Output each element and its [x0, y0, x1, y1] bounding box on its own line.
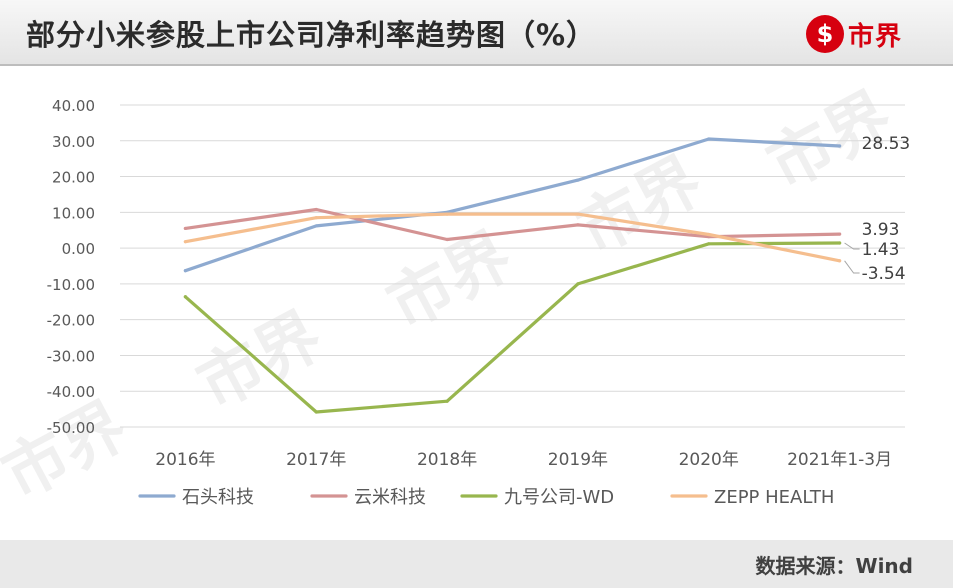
- series-lines: [183, 137, 842, 414]
- data-point: [314, 224, 318, 228]
- x-tick-label: 2021年1-3月: [787, 450, 892, 470]
- logo-text: 市界: [848, 21, 903, 52]
- y-tick-label: 40.00: [52, 97, 95, 115]
- data-point: [576, 223, 580, 227]
- y-tick-label: -30.00: [47, 347, 95, 365]
- x-tick-label: 2020年: [679, 450, 739, 470]
- series-line-3: [183, 212, 842, 263]
- x-axis-ticks: 2016年 2017年 2018年 2019年 2020年 2021年1-3月: [155, 450, 892, 470]
- data-point: [183, 295, 188, 299]
- data-point: [707, 232, 711, 237]
- data-point: [837, 241, 842, 245]
- y-tick-label: -20.00: [47, 312, 95, 330]
- footer-bar: [0, 540, 953, 588]
- watermark-text: 市界: [0, 389, 139, 514]
- series-line-0: [183, 137, 842, 273]
- data-point: [576, 212, 580, 216]
- end-value-label: 1.43: [862, 240, 900, 260]
- x-tick-label: 2016年: [155, 450, 215, 470]
- data-point: [707, 242, 711, 246]
- series-line-2: [183, 241, 842, 414]
- end-value-label: -3.54: [862, 264, 906, 284]
- x-tick-label: 2017年: [286, 450, 346, 470]
- data-point: [183, 240, 188, 244]
- y-tick-label: -40.00: [47, 383, 95, 401]
- chart-title: 部分小米参股上市公司净利率趋势图（%）: [26, 18, 597, 52]
- y-tick-label: 30.00: [52, 133, 95, 151]
- data-point: [837, 232, 842, 236]
- data-point: [837, 259, 842, 263]
- legend-label: 九号公司-WD: [504, 487, 614, 508]
- data-point: [707, 137, 711, 141]
- y-tick-label: 0.00: [62, 240, 95, 258]
- data-point: [183, 226, 188, 231]
- end-value-label: 3.93: [862, 220, 900, 240]
- x-tick-label: 2019年: [548, 450, 608, 470]
- data-point: [576, 178, 580, 182]
- data-point: [314, 207, 318, 212]
- y-axis-ticks: 40.00 30.00 20.00 10.00 0.00 -10.00 -20.00 -30.…: [47, 97, 95, 437]
- data-point: [576, 282, 580, 286]
- y-tick-label: -10.00: [47, 276, 95, 294]
- data-point: [445, 399, 449, 403]
- data-point: [314, 216, 318, 220]
- data-point: [837, 144, 842, 148]
- y-tick-label: 10.00: [52, 204, 95, 222]
- leader-line: [844, 260, 860, 274]
- data-point: [183, 269, 188, 273]
- data-point: [445, 212, 449, 216]
- legend-label: 石头科技: [182, 487, 254, 508]
- data-point: [445, 237, 449, 242]
- data-source: 数据来源：Wind: [755, 554, 913, 578]
- end-value-label: 28.53: [862, 134, 911, 154]
- legend-label: ZEPP HEALTH: [714, 487, 834, 508]
- header-bar: 部分小米参股上市公司净利率趋势图（%） $ 市界: [0, 0, 953, 66]
- series-line-1: [183, 207, 842, 242]
- y-tick-label: 20.00: [52, 169, 95, 187]
- y-tick-label: -50.00: [47, 419, 95, 437]
- x-tick-label: 2018年: [417, 450, 477, 470]
- logo-circle-icon: $: [806, 15, 844, 53]
- end-value-labels: 28.53 3.931.43 -3.54: [844, 134, 911, 284]
- legend-label: 云米科技: [354, 487, 426, 508]
- chart-legend: 石头科技 云米科技 九号公司-WD ZEPP HEALTH: [138, 487, 834, 508]
- data-point: [314, 410, 318, 414]
- leader-line: [844, 242, 860, 250]
- brand-logo: $ 市界: [806, 12, 902, 56]
